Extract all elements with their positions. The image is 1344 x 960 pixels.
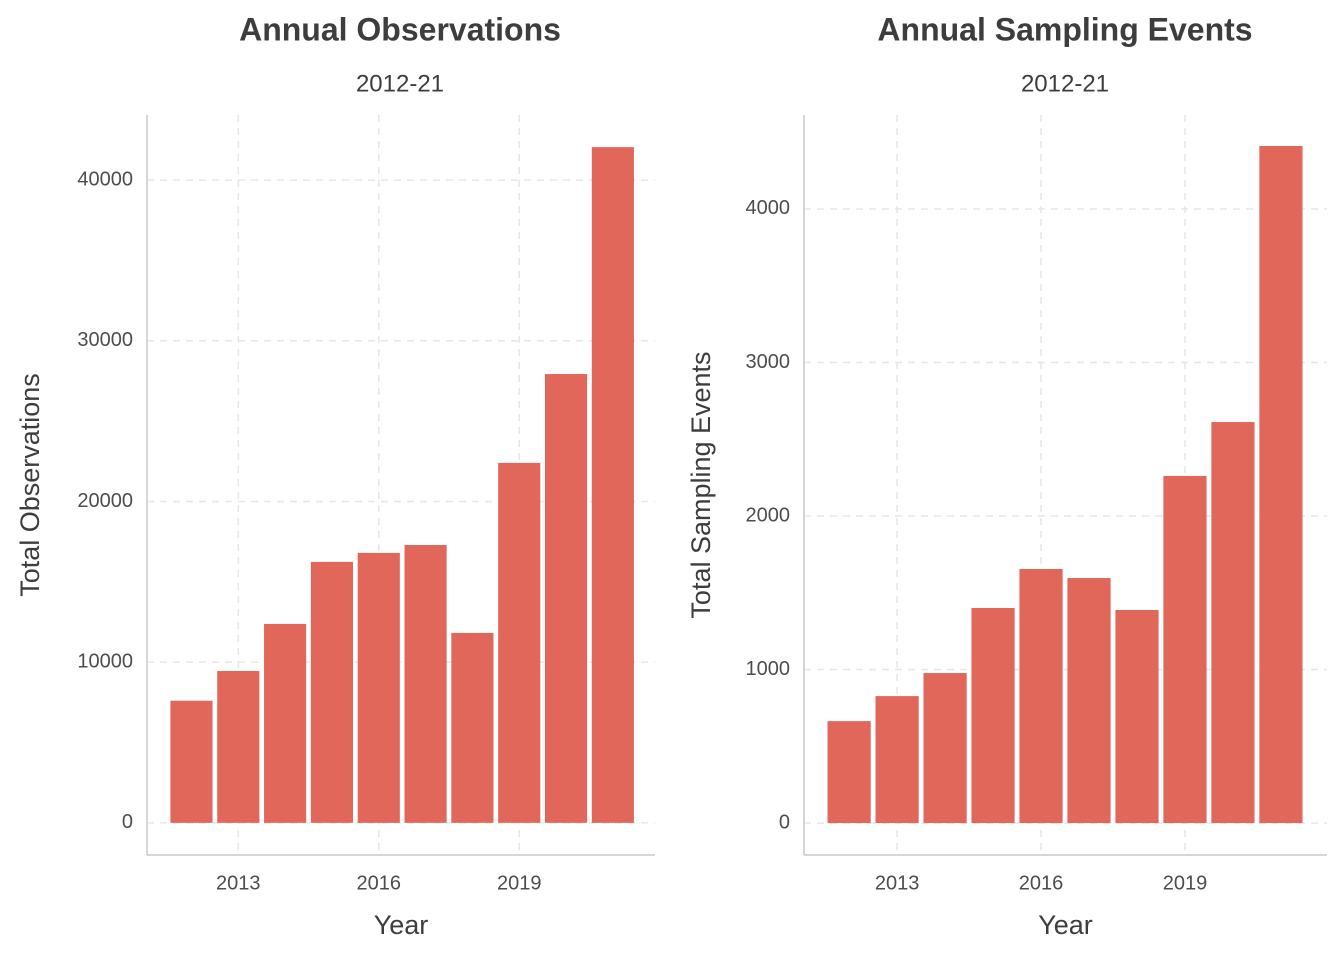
- bar: [1115, 609, 1159, 824]
- bar: [1019, 568, 1063, 824]
- bar: [217, 671, 260, 823]
- bar: [1163, 475, 1207, 824]
- y-tick-label: 0: [779, 811, 790, 833]
- x-tick-label: 2016: [1019, 872, 1064, 894]
- bar: [1211, 422, 1255, 824]
- y-axis-label: Total Observations: [15, 373, 45, 597]
- y-axis-label: Total Sampling Events: [686, 351, 716, 618]
- bar: [1067, 578, 1111, 824]
- chart-title: Annual Sampling Events: [877, 11, 1252, 47]
- x-tick-label: 2013: [875, 872, 920, 894]
- bar: [827, 721, 871, 824]
- bar: [404, 545, 447, 823]
- x-tick-label: 2013: [216, 872, 261, 894]
- x-tick-label: 2016: [357, 872, 402, 894]
- bar: [310, 561, 354, 823]
- y-tick-label: 4000: [746, 197, 791, 219]
- chart-title: Annual Observations: [239, 11, 561, 47]
- x-tick-label: 2019: [1163, 872, 1208, 894]
- x-axis-label: Year: [1038, 910, 1093, 940]
- bar: [875, 696, 919, 824]
- y-tick-label: 10000: [77, 650, 133, 672]
- bar: [264, 623, 307, 823]
- bar: [591, 147, 634, 823]
- bar: [544, 374, 588, 823]
- y-tick-label: 0: [122, 811, 133, 833]
- y-tick-label: 30000: [77, 329, 133, 351]
- bar: [971, 607, 1015, 824]
- y-tick-label: 2000: [746, 504, 791, 526]
- y-tick-label: 40000: [77, 168, 133, 190]
- y-tick-label: 20000: [77, 490, 133, 512]
- chart-subtitle: 2012-21: [356, 70, 444, 97]
- bar: [170, 700, 213, 823]
- bar: [498, 462, 541, 823]
- bar: [1259, 146, 1303, 824]
- bar: [357, 552, 400, 823]
- x-tick-label: 2019: [497, 872, 542, 894]
- y-tick-label: 1000: [746, 658, 791, 680]
- bar: [923, 673, 967, 824]
- chart-subtitle: 2012-21: [1021, 70, 1109, 97]
- y-tick-label: 3000: [746, 351, 791, 373]
- x-axis-label: Year: [374, 910, 429, 940]
- bar: [451, 632, 494, 823]
